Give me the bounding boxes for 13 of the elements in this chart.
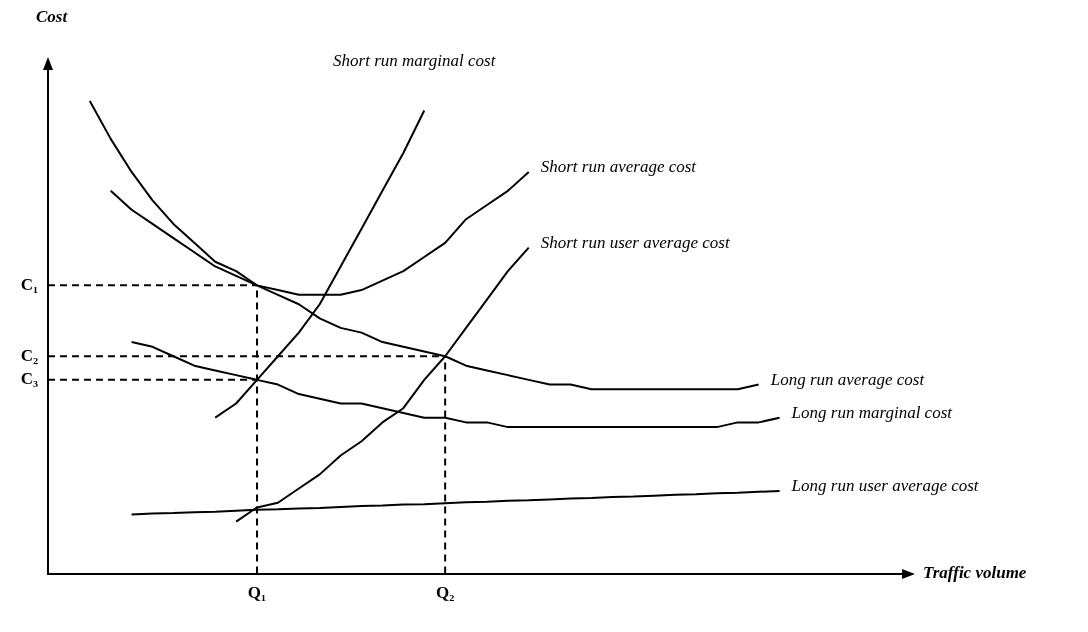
x-tick-label: Q₁ [247, 583, 267, 603]
series-label: C₁ [20, 274, 38, 294]
x-axis-title: Traffic volume [923, 562, 1027, 582]
series-label: Short run user average cost [540, 233, 731, 253]
series-label: C₂ [20, 345, 38, 365]
series-label: Long run marginal cost [790, 403, 954, 423]
series-label: Long run user average cost [790, 476, 980, 496]
y-axis-title: Cost [36, 7, 69, 27]
series-label: Short run average cost [540, 157, 698, 177]
series-label: Long run average cost [769, 370, 926, 390]
text: Short run marginal cost [333, 51, 497, 71]
x-tick-label: Q₂ [435, 583, 455, 603]
series-label: C₃ [20, 369, 38, 389]
